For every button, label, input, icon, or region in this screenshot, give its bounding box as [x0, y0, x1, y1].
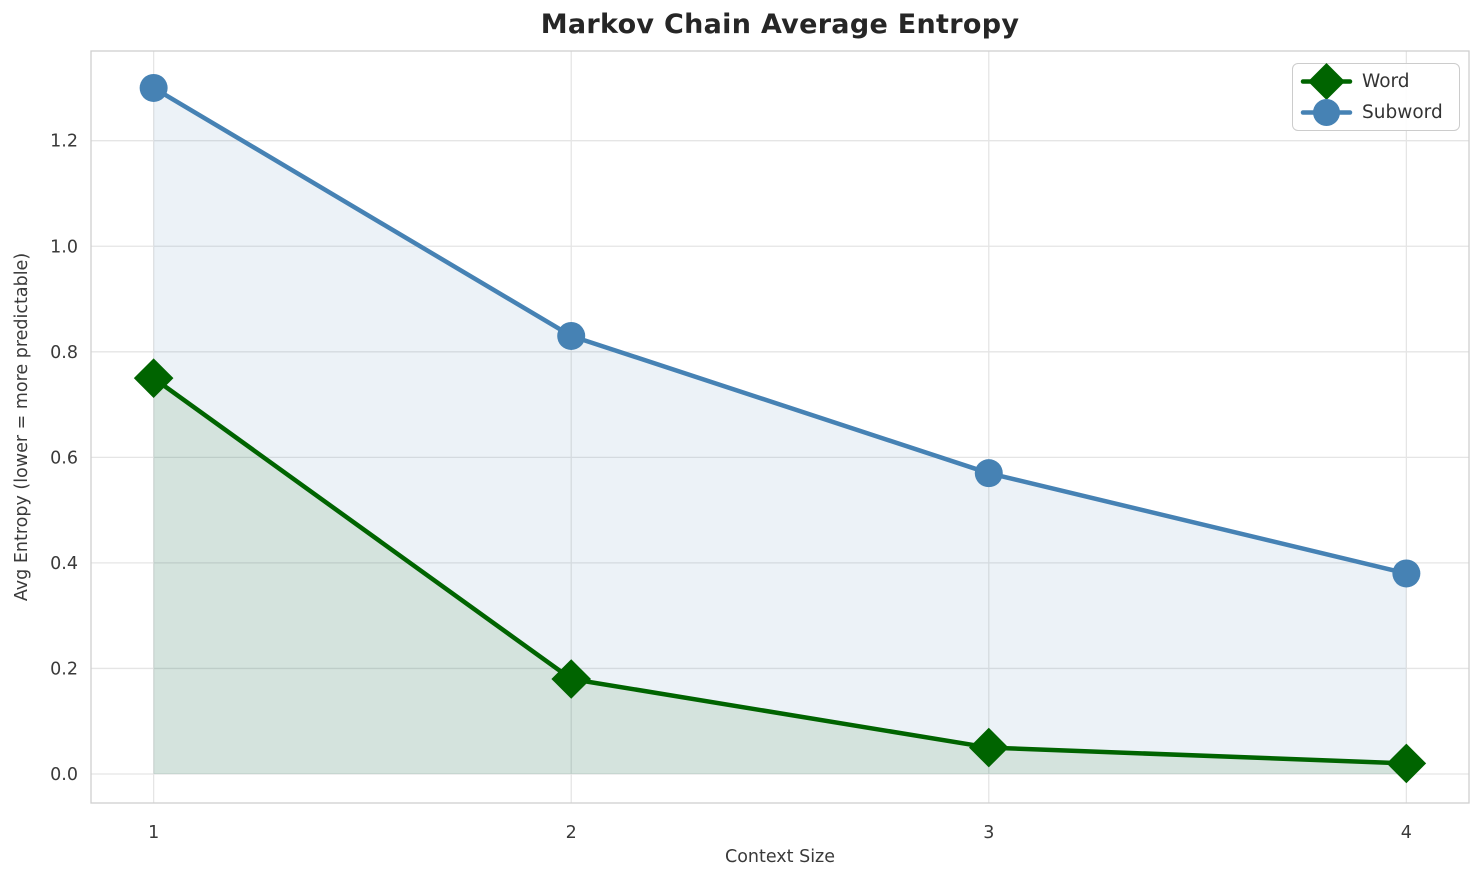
y-tick-labels: 0.0 0.2 0.4 0.6 0.8 1.0 1.2 [50, 132, 78, 785]
x-axis-label: Context Size [724, 847, 836, 867]
subword-point [557, 321, 586, 350]
word-area-fill [153, 378, 1407, 774]
subword-series [139, 73, 1421, 588]
y-axis-label: Avg Entropy (lower = more predictable) [12, 252, 32, 602]
subword-point [974, 459, 1003, 488]
legend-label-word: Word [1362, 71, 1410, 92]
word-diamond-swatch-icon [1300, 63, 1353, 100]
chart-title: Markov Chain Average Entropy [540, 9, 1020, 40]
subword-point [1392, 559, 1421, 588]
svg-text:4: 4 [1401, 823, 1412, 843]
svg-text:1: 1 [148, 823, 159, 843]
svg-text:3: 3 [983, 823, 994, 843]
legend: Word Subword [1292, 63, 1460, 131]
legend-item-subword: Subword [1300, 97, 1449, 128]
svg-text:1.0: 1.0 [50, 237, 78, 257]
svg-text:0.6: 0.6 [50, 448, 78, 468]
word-point [968, 727, 1009, 768]
svg-text:0.8: 0.8 [50, 343, 78, 363]
gridlines [91, 51, 1469, 803]
legend-label-subword: Subword [1362, 102, 1443, 123]
subword-circle-swatch-icon [1300, 99, 1353, 126]
word-point [133, 358, 174, 398]
word-point [1386, 743, 1427, 784]
plot-area [91, 51, 1469, 803]
word-series [133, 358, 1427, 784]
subword-point [139, 73, 168, 102]
svg-text:0.4: 0.4 [50, 554, 78, 574]
legend-item-word: Word [1300, 63, 1449, 100]
svg-text:2: 2 [566, 823, 577, 843]
x-tick-labels: 1 2 3 4 [148, 823, 1412, 843]
svg-text:0.0: 0.0 [50, 765, 78, 785]
svg-text:1.2: 1.2 [50, 132, 78, 152]
axes-border [90, 50, 1470, 804]
word-point [551, 659, 592, 699]
svg-text:0.2: 0.2 [50, 659, 78, 679]
